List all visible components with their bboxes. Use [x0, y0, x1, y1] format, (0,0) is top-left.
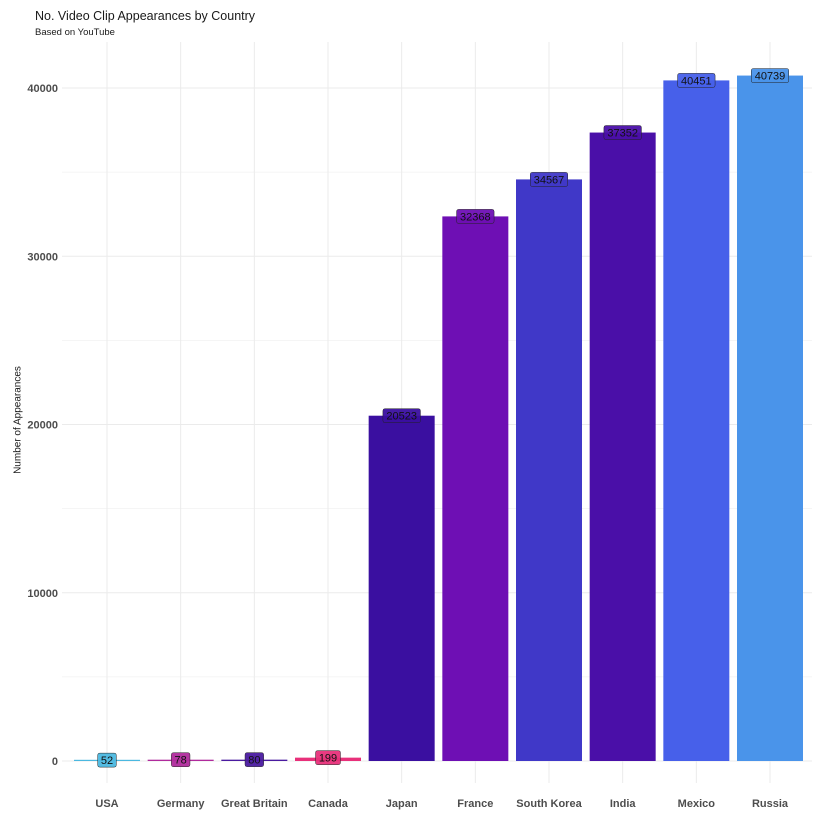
data-label: 40739 — [755, 71, 786, 83]
data-label: 78 — [175, 755, 187, 767]
x-tick-label: Japan — [386, 798, 418, 810]
x-tick-label: USA — [95, 798, 118, 810]
data-label: 34567 — [534, 174, 565, 186]
data-label-box — [530, 172, 568, 187]
bar — [663, 80, 730, 761]
y-tick-label: 30000 — [27, 251, 58, 263]
data-label: 32368 — [460, 211, 491, 223]
y-tick-label: 40000 — [27, 83, 58, 95]
data-label: 199 — [319, 753, 337, 765]
x-tick-label: India — [610, 798, 637, 810]
y-tick-label: 0 — [52, 756, 58, 768]
data-label: 80 — [248, 755, 260, 767]
data-label-box — [603, 125, 642, 140]
data-label: 40451 — [681, 75, 712, 87]
chart-title: No. Video Clip Appearances by Country — [35, 9, 256, 23]
bar — [368, 415, 435, 761]
x-tick-label: Canada — [308, 798, 349, 810]
data-label: 52 — [101, 755, 113, 767]
data-label-box — [97, 752, 117, 768]
x-tick-label: South Korea — [516, 798, 582, 810]
x-tick-label: Germany — [157, 798, 206, 810]
bar — [442, 216, 509, 762]
data-label-box — [677, 73, 716, 88]
x-tick-label: Great Britain — [221, 798, 288, 810]
chart-subtitle: Based on YouTube — [35, 27, 115, 38]
data-label-box — [171, 752, 191, 767]
bar — [516, 179, 582, 761]
bar — [589, 132, 656, 761]
data-label: 37352 — [607, 128, 638, 140]
y-tick-label: 20000 — [27, 420, 58, 432]
x-tick-label: Mexico — [678, 798, 716, 810]
data-label-box — [382, 408, 421, 423]
data-label-box — [315, 750, 341, 765]
data-label: 20523 — [386, 411, 417, 423]
data-label-box — [456, 209, 495, 224]
data-label-box — [244, 752, 264, 767]
x-tick-label: Russia — [752, 798, 789, 810]
data-label-box — [751, 68, 789, 83]
x-tick-label: France — [457, 798, 493, 810]
y-tick-label: 10000 — [27, 588, 58, 600]
bar — [737, 75, 803, 761]
